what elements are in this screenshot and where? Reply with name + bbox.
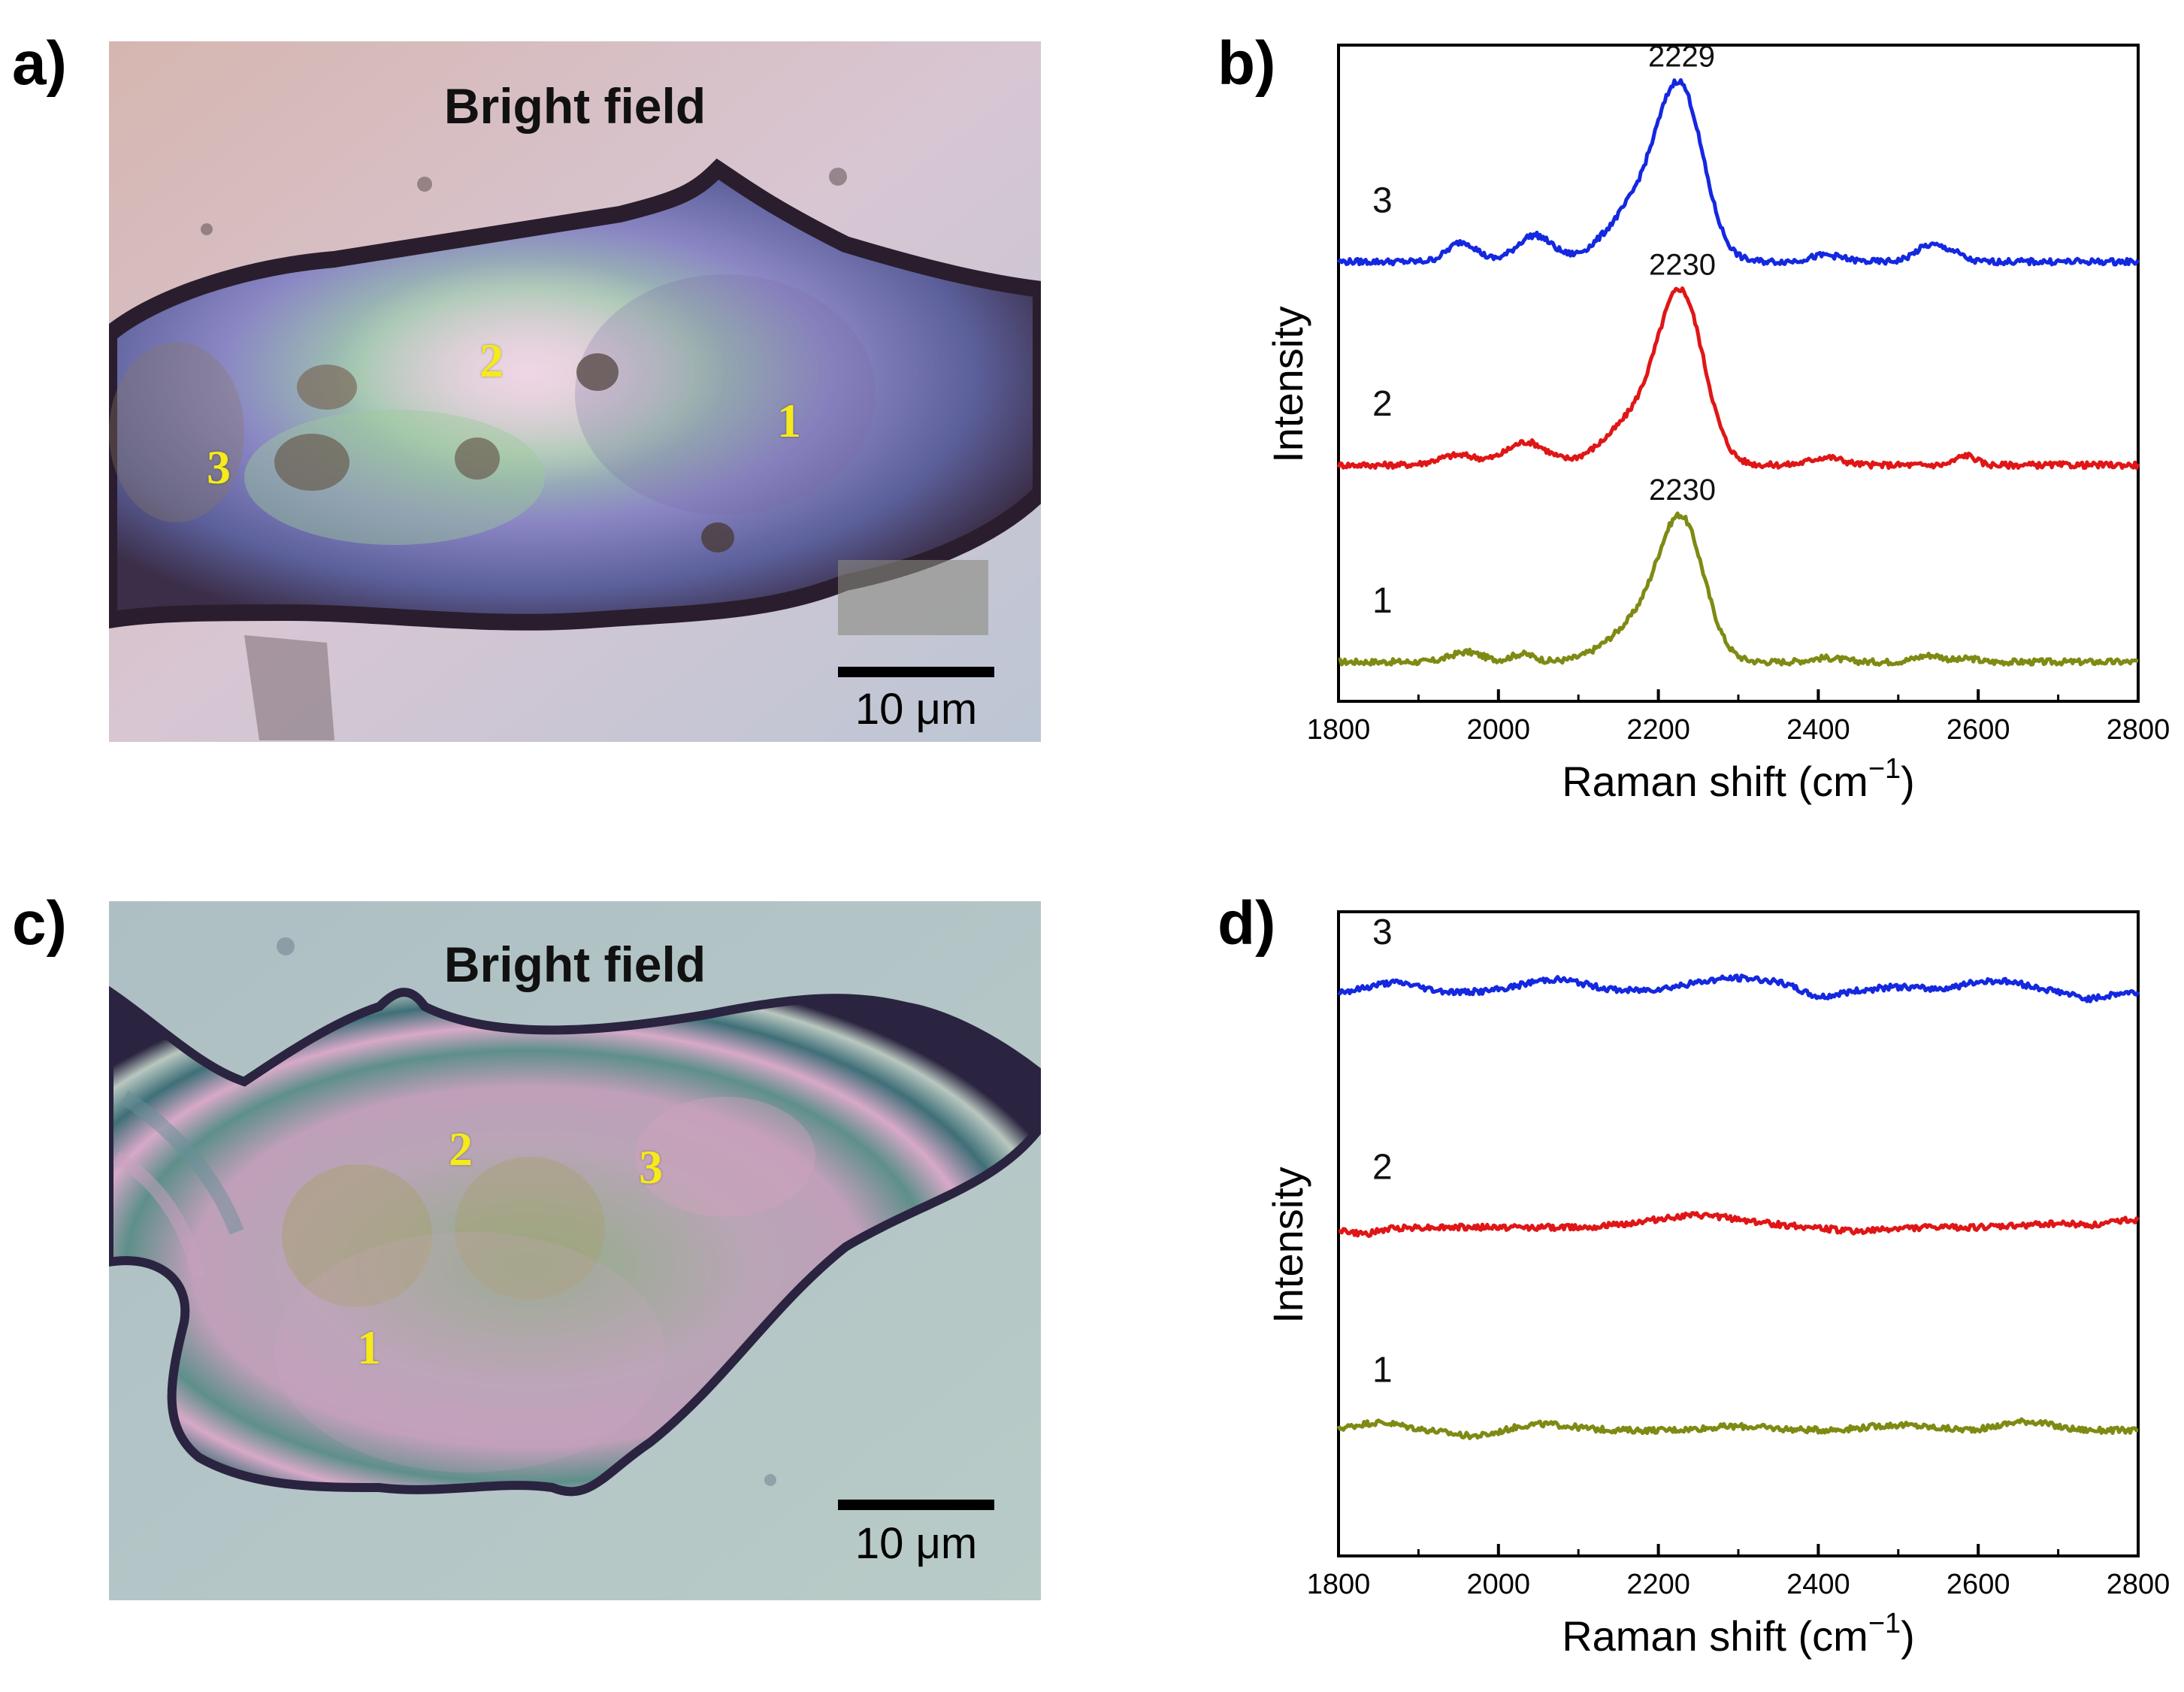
series-line-3	[1337, 973, 2140, 1003]
plot-frame	[1337, 44, 2140, 703]
series-label-1: 1	[1372, 1351, 1393, 1391]
micrograph-a-image	[109, 41, 1041, 742]
series-label-2: 2	[1372, 1148, 1393, 1188]
series-line-2	[1338, 1211, 2140, 1238]
peak-label-1: 2230	[1649, 474, 1716, 507]
series-label-3: 3	[1372, 181, 1393, 221]
x-axis-title: Raman shift (cm−1)	[1562, 753, 1915, 805]
point-label-a-2: 2	[479, 334, 504, 387]
scale-bar-a	[838, 667, 994, 677]
scale-bar-c	[838, 1500, 994, 1510]
x-tick-label: 2000	[1467, 1569, 1531, 1600]
micrograph-c: Bright field 1 2 3 10 μm	[109, 901, 1041, 1600]
x-tick-label: 1800	[1307, 714, 1371, 746]
panel-d-letter: d)	[1218, 889, 1276, 958]
x-tick-label: 2000	[1467, 714, 1531, 746]
series-line-1	[1338, 511, 2139, 667]
plot-b: 1800 2000 2200 2400 2600 2800 Raman shift (cm−…	[1264, 41, 2170, 805]
panel-b-letter: b)	[1218, 29, 1276, 98]
point-label-c-3: 3	[639, 1140, 663, 1194]
point-label-a-3: 3	[207, 440, 231, 494]
micrograph-c-image	[109, 901, 1041, 1600]
point-label-c-2: 2	[449, 1122, 473, 1176]
x-tick-label: 1800	[1307, 1569, 1371, 1600]
series-line-3	[1336, 78, 2140, 267]
bright-field-label-a: Bright field	[443, 78, 706, 134]
x-tick-label: 2400	[1786, 714, 1850, 746]
series-label-2: 2	[1372, 384, 1393, 424]
series-label-3: 3	[1372, 913, 1393, 952]
y-axis-title: Intensity	[1264, 306, 1311, 463]
series-line-1	[1336, 1417, 2139, 1440]
raman-chart-b: 1800 2000 2200 2400 2600 2800 Raman shift (cm−…	[1264, 41, 2170, 805]
x-tick-label: 2800	[2107, 714, 2170, 746]
x-axis-title: Raman shift (cm−1)	[1562, 1608, 1915, 1660]
x-tick-label: 2200	[1626, 1569, 1690, 1600]
scale-bar-label-c: 10 μm	[855, 1519, 978, 1568]
x-tick-label: 2800	[2107, 1569, 2170, 1600]
y-axis-title: Intensity	[1264, 1167, 1311, 1324]
series-label-1: 1	[1372, 581, 1393, 621]
raman-chart-d: 1800 2000 2200 2400 2600 2800 Raman shift (cm−…	[1264, 910, 2170, 1660]
point-label-c-1: 1	[357, 1321, 381, 1374]
panel-c-letter: c)	[12, 889, 67, 958]
plot-frame	[1337, 910, 2140, 1557]
plot-d: 1800 2000 2200 2400 2600 2800 Raman shift (cm−…	[0, 857, 2184, 1692]
point-label-a-1: 1	[777, 394, 801, 447]
peak-label-3: 2229	[1648, 41, 1715, 74]
peak-label-2: 2230	[1649, 248, 1716, 281]
x-tick-label: 2400	[1786, 1569, 1850, 1600]
x-tick-label: 2600	[1947, 714, 2010, 746]
panel-a-letter: a)	[12, 29, 67, 98]
x-tick-label: 2200	[1626, 714, 1690, 746]
scale-bar-label-a: 10 μm	[855, 685, 978, 734]
series-line-2	[1336, 286, 2140, 471]
x-tick-label: 2600	[1947, 1569, 2010, 1600]
micrograph-a: Bright field 1 2 3 10 μm	[109, 41, 1041, 742]
bright-field-label-c: Bright field	[443, 937, 706, 992]
